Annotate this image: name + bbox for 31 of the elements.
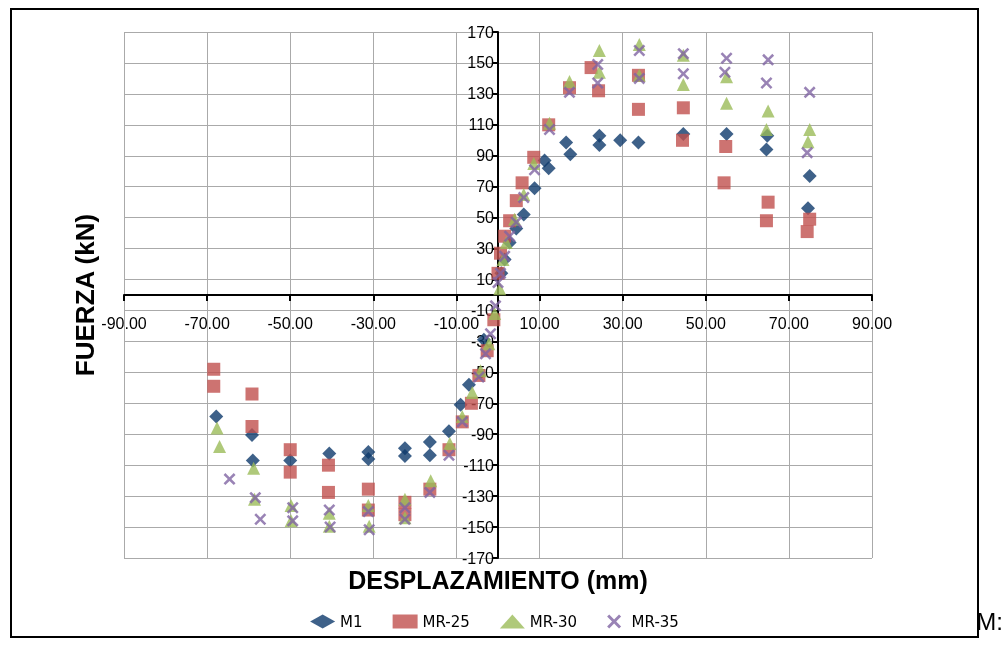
y-tick-label: 110: [468, 116, 495, 134]
y-tick-label: -30: [470, 332, 495, 350]
y-tick-label: -10: [470, 301, 495, 319]
y-tick-label: 150: [467, 54, 495, 72]
x-tick-label: -70.00: [184, 314, 230, 332]
y-tick-label: -150: [461, 518, 495, 536]
y-tick-label: -90: [470, 425, 495, 443]
y-tick-label: -170: [461, 549, 495, 567]
y-tick-label: -110: [463, 456, 495, 474]
y-tick-label: -130: [461, 487, 495, 505]
x-tick-label: 30.00: [602, 314, 643, 332]
legend-label: M1: [340, 612, 363, 631]
x-tick-label: 50.00: [685, 314, 726, 332]
y-tick-label: 50: [476, 209, 495, 227]
x-tick-label: -30.00: [350, 314, 397, 332]
x-tick-label: 90.00: [851, 314, 893, 332]
y-tick-label: 70: [476, 178, 495, 196]
x-tick-label: 70.00: [768, 314, 810, 332]
y-tick-label: 30: [476, 240, 495, 258]
y-tick-label: 170: [467, 23, 495, 41]
x-tick-label: 10.00: [519, 314, 560, 332]
x-axis-title: DESPLAZAMIENTO (mm): [348, 565, 648, 594]
legend-label: MR-30: [529, 612, 578, 631]
legend-label: MR-35: [631, 612, 679, 631]
y-axis-title: FUERZA (kN): [70, 213, 100, 377]
x-tick-label: -50.00: [267, 314, 313, 332]
y-tick-label: 130: [467, 85, 495, 103]
legend-label: MR-25: [422, 612, 470, 631]
y-tick-label: 10: [476, 271, 495, 289]
x-tick-label: -90.00: [101, 314, 147, 332]
y-tick-label: 90: [476, 147, 495, 165]
